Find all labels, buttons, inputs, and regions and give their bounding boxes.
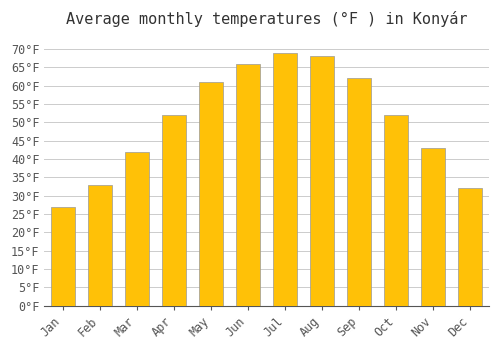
Bar xyxy=(51,206,75,306)
Bar xyxy=(236,64,260,306)
Bar xyxy=(199,82,223,306)
Bar xyxy=(125,152,149,306)
Bar xyxy=(310,56,334,306)
Bar xyxy=(384,115,408,306)
Bar xyxy=(347,78,372,306)
Bar xyxy=(273,52,297,306)
Title: Average monthly temperatures (°F ) in Konyár: Average monthly temperatures (°F ) in Ko… xyxy=(66,11,468,27)
Bar xyxy=(162,115,186,306)
Bar xyxy=(458,188,482,306)
Bar xyxy=(88,184,112,306)
Bar xyxy=(422,148,446,306)
